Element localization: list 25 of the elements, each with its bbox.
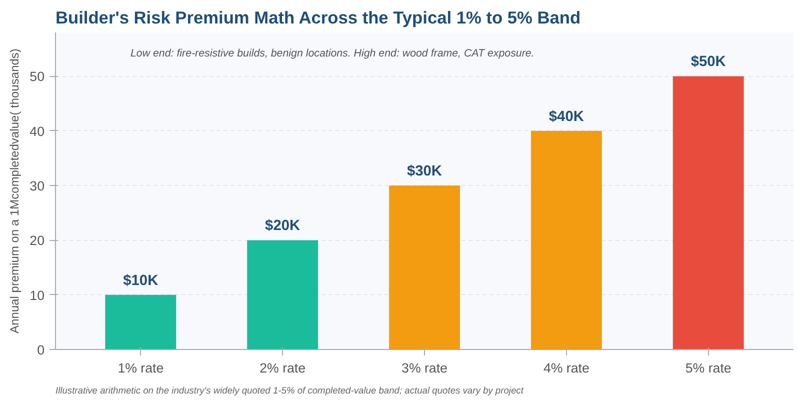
x-tick-label: 5% rate	[685, 360, 732, 376]
data-label: $40K	[548, 108, 584, 125]
x-tick-label: 2% rate	[260, 360, 306, 376]
y-tick-label: 20	[30, 233, 45, 248]
y-tick-label: 0	[37, 342, 45, 358]
x-tick-label: 4% rate	[543, 360, 590, 376]
y-tick-label: 30	[30, 178, 45, 194]
bar	[105, 294, 176, 350]
bar	[672, 76, 744, 350]
y-tick-label: 40	[30, 124, 45, 139]
bar	[389, 186, 460, 350]
data-label: $20K	[265, 218, 301, 234]
x-tick-label: 1% rate	[118, 360, 164, 376]
y-axis-title: Annual premium on a 1Mcompletedvalue( thousands)	[8, 48, 22, 334]
y-tick-label: 50	[30, 69, 45, 84]
bar	[530, 130, 602, 350]
y-tick-label: 10	[30, 288, 45, 303]
chart-title: Builder's Risk Premium Math Across the Typical 1% to 5% Band	[56, 8, 581, 28]
data-label: $30K	[406, 164, 442, 180]
x-tick-label: 3% rate	[402, 360, 448, 376]
bar	[247, 240, 318, 350]
text: Illustrative arithmetic on the industry's widely quoted 1-5% of completed-value band; actual quotes vary by project	[56, 386, 524, 396]
data-label: $50K	[690, 54, 726, 70]
annotation: Low end: fire-resistive builds, benign locations. High end: wood frame, CAT exposure.	[130, 48, 534, 60]
data-label: $10K	[123, 272, 159, 289]
